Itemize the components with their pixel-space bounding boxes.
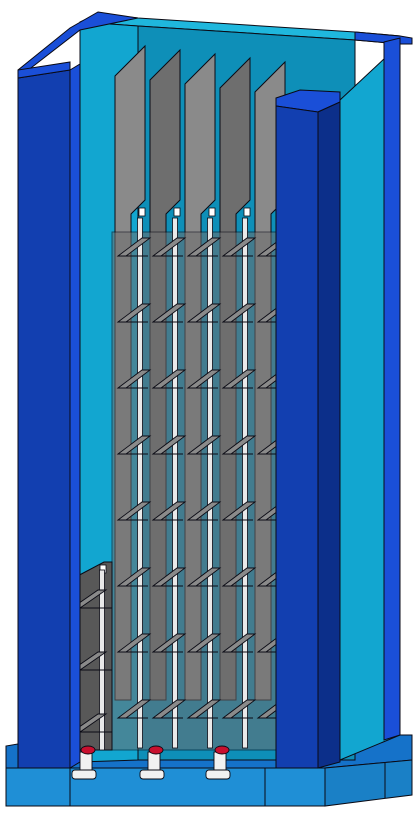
left-column-top	[17, 61, 71, 79]
valve-handle	[80, 745, 96, 755]
valve-outlet	[71, 769, 97, 780]
base-side-face	[324, 759, 413, 807]
support-rod	[137, 217, 143, 749]
plate-notch	[208, 207, 216, 217]
right-column-front	[275, 105, 319, 769]
plate-notch	[243, 207, 251, 217]
valve-body	[79, 751, 93, 771]
support-rod	[99, 569, 105, 751]
right-column-side	[317, 101, 341, 769]
valve-outlet	[205, 769, 231, 780]
valve-body	[147, 751, 161, 771]
valve-outlet	[139, 769, 165, 780]
left-frame-column	[17, 61, 81, 769]
plate-notch	[173, 207, 181, 217]
support-rod	[207, 217, 213, 749]
plate-notch	[138, 207, 146, 217]
valve-handle	[214, 745, 230, 755]
valve-handle	[148, 745, 164, 755]
outlet-valves	[71, 745, 231, 780]
left-column-inner-face	[69, 63, 81, 769]
right-frame-column	[275, 37, 401, 769]
left-column-front	[17, 69, 71, 769]
right-outer-strip	[383, 37, 401, 741]
upper-plate-stack	[111, 44, 286, 751]
support-rod	[172, 217, 178, 749]
shelf-rows	[70, 237, 292, 733]
base-front-face	[5, 767, 326, 807]
valve-body	[213, 751, 227, 771]
support-rod	[242, 217, 248, 749]
